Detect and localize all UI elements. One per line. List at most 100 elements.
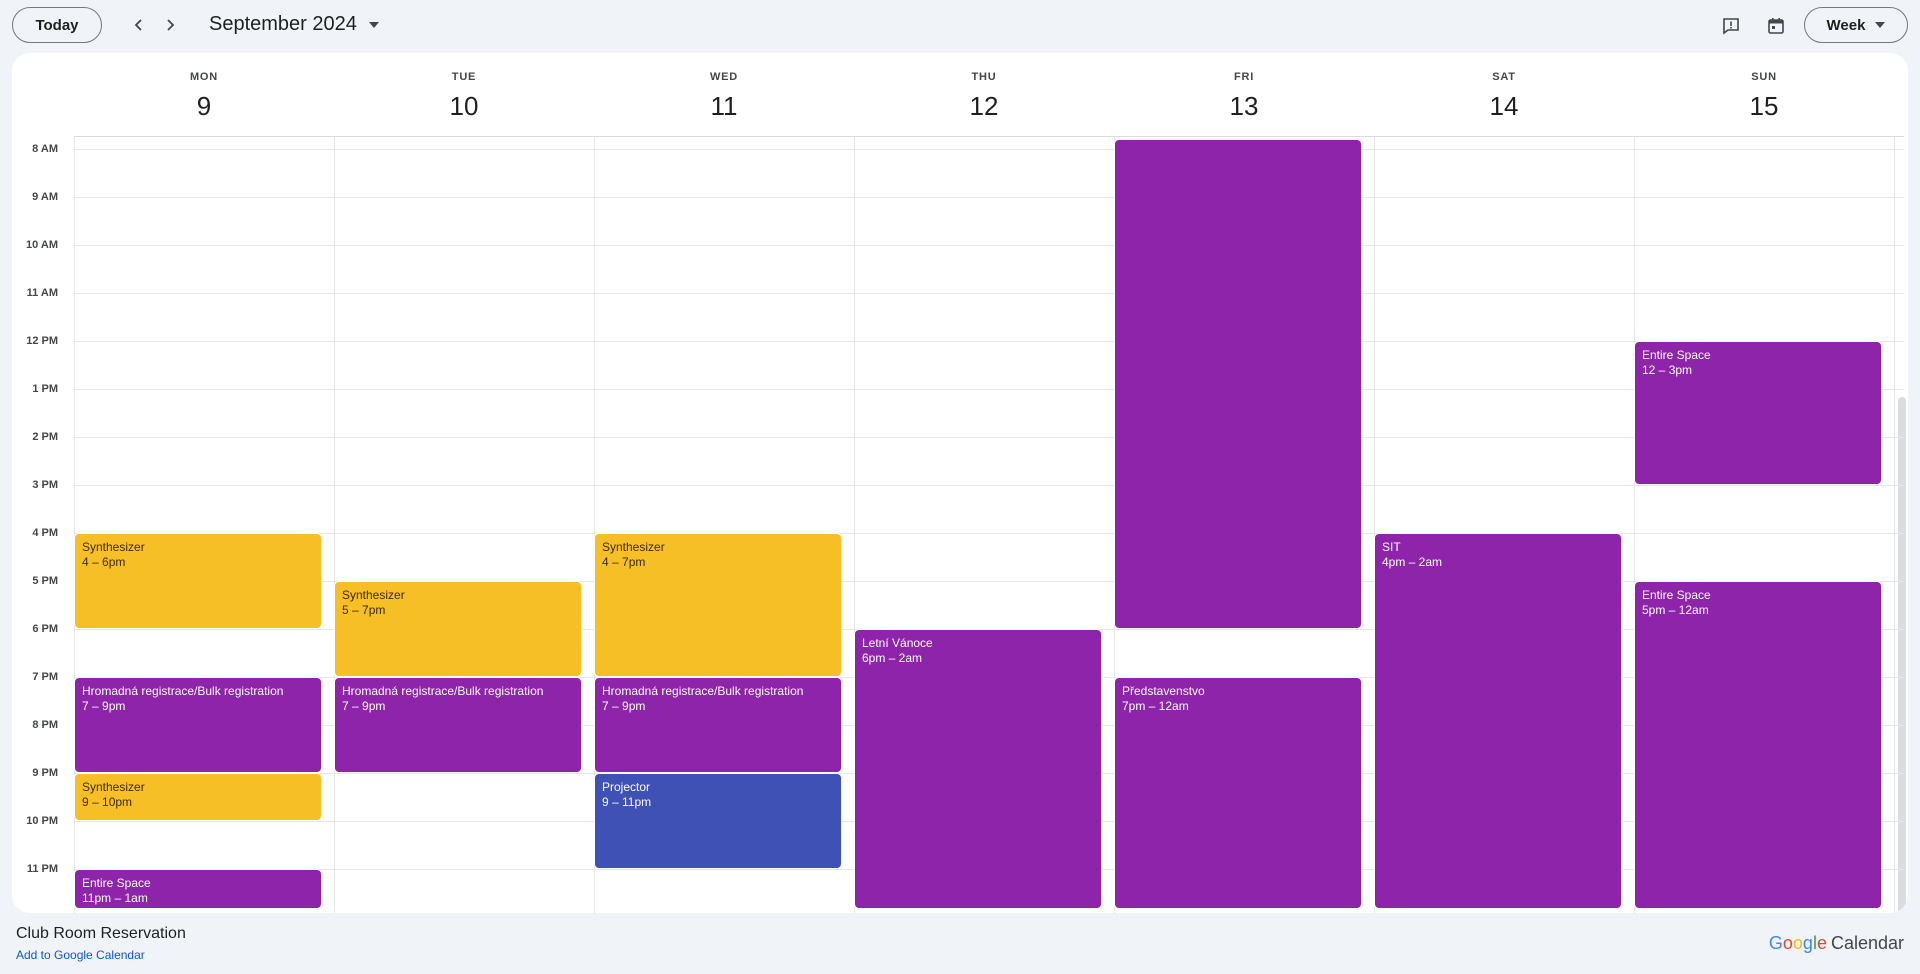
event-time: 5pm – 12am — [1642, 603, 1709, 617]
column-divider — [854, 137, 855, 913]
event-time: 5 – 7pm — [342, 603, 386, 617]
hour-label: 11 PM — [26, 863, 58, 875]
day-header-wed[interactable]: WED 11 — [594, 53, 854, 137]
hour-gridline — [74, 389, 1904, 390]
event-title: Letní Vánoce — [862, 636, 933, 650]
month-selector[interactable]: September 2024 — [209, 13, 379, 36]
calendar-event[interactable]: Synthesizer 4 – 7pm — [594, 533, 842, 677]
month-label: September 2024 — [209, 13, 357, 35]
event-time: 4 – 7pm — [602, 555, 646, 569]
day-name: FRI — [1233, 71, 1255, 83]
hour-label: 12 PM — [26, 335, 58, 347]
event-title: Hromadná registrace/Bulk registration — [82, 684, 284, 698]
feedback-icon[interactable] — [1715, 10, 1747, 42]
event-title: Entire Space — [1642, 348, 1711, 362]
column-divider — [1634, 137, 1635, 913]
time-grid[interactable]: 8 AM 9 AM 10 AM 11 AM 12 PM 1 PM 2 PM 3 PM 4 PM 5… — [12, 137, 1908, 913]
hour-gridline — [74, 341, 1904, 342]
calendar-panel: MON 9 TUE 10 WED 11 THU 12 FRI 13 SAT 14 SUN 15 8 AM 9… — [12, 53, 1908, 913]
hour-label: 5 PM — [32, 575, 58, 587]
hour-label: 2 PM — [32, 431, 58, 443]
top-toolbar: Today September 2024 Week — [0, 0, 1920, 52]
calendar-event[interactable]: Entire Space 11pm – 1am — [74, 869, 322, 909]
caret-down-icon — [1875, 22, 1886, 28]
hour-label: 6 PM — [32, 623, 58, 635]
event-title: Synthesizer — [342, 588, 405, 602]
calendar-event[interactable]: SIT 4pm – 2am — [1374, 533, 1622, 909]
day-header-tue[interactable]: TUE 10 — [334, 53, 594, 137]
calendar-event[interactable]: Hromadná registrace/Bulk registration 7 –… — [594, 677, 842, 773]
hour-label: 11 AM — [26, 287, 58, 299]
event-time: 7 – 9pm — [342, 699, 386, 713]
column-divider — [1374, 137, 1375, 913]
hour-gridline — [74, 581, 1904, 582]
calendar-event[interactable]: Představenstvo 7pm – 12am — [1114, 677, 1362, 909]
calendar-event[interactable] — [1114, 139, 1362, 629]
calendar-event[interactable]: Entire Space 5pm – 12am — [1634, 581, 1882, 909]
event-time: 7pm – 12am — [1122, 699, 1189, 713]
hour-label: 3 PM — [32, 479, 58, 491]
day-number[interactable]: 14 — [1489, 91, 1519, 121]
hour-gridline — [74, 533, 1904, 534]
event-time: 12 – 3pm — [1642, 363, 1693, 377]
hour-gridline — [74, 197, 1904, 198]
day-header-sat[interactable]: SAT 14 — [1374, 53, 1634, 137]
logo-google-word: Google — [1768, 933, 1827, 953]
event-title: Synthesizer — [82, 540, 145, 554]
add-to-google-calendar-link[interactable]: Add to Google Calendar — [16, 948, 145, 962]
google-calendar-logo[interactable]: Google Calendar — [1769, 933, 1904, 954]
view-label: Week — [1826, 16, 1866, 34]
day-number[interactable]: 10 — [449, 91, 479, 121]
event-time: 7 – 9pm — [602, 699, 646, 713]
chevron-right-icon[interactable] — [155, 10, 185, 40]
calendar-event[interactable]: Hromadná registrace/Bulk registration 7 –… — [74, 677, 322, 773]
event-title: SIT — [1382, 540, 1401, 554]
hour-label: 1 PM — [32, 383, 58, 395]
event-time: 6pm – 2am — [862, 651, 923, 665]
calendar-event[interactable]: Entire Space 12 – 3pm — [1634, 341, 1882, 485]
chevron-left-icon[interactable] — [124, 10, 154, 40]
column-divider — [74, 137, 75, 913]
hour-gridline — [74, 149, 1904, 150]
hour-label: 8 AM — [32, 143, 58, 155]
view-selector-button[interactable]: Week — [1804, 7, 1908, 43]
event-time: 11pm – 1am — [82, 891, 148, 905]
hour-label: 8 PM — [32, 719, 58, 731]
day-number[interactable]: 15 — [1749, 91, 1779, 121]
event-time: 7 – 9pm — [82, 699, 126, 713]
calendar-event[interactable]: Projector 9 – 11pm — [594, 773, 842, 869]
event-title: Projector — [602, 780, 651, 794]
calendar-event[interactable]: Synthesizer 9 – 10pm — [74, 773, 322, 821]
hour-gridline — [74, 485, 1904, 486]
event-title: Entire Space — [1642, 588, 1711, 602]
day-number[interactable]: 13 — [1229, 91, 1259, 121]
column-divider — [334, 137, 335, 913]
event-time: 4 – 6pm — [82, 555, 126, 569]
calendar-event[interactable]: Synthesizer 5 – 7pm — [334, 581, 582, 677]
calendar-event[interactable]: Letní Vánoce 6pm – 2am — [854, 629, 1102, 909]
event-title: Synthesizer — [602, 540, 665, 554]
hour-label: 9 AM — [32, 191, 58, 203]
hour-label: 10 AM — [26, 239, 58, 251]
caret-down-icon — [368, 21, 379, 28]
day-number[interactable]: 9 — [196, 91, 212, 121]
day-header-fri[interactable]: FRI 13 — [1114, 53, 1374, 137]
day-name: SAT — [1492, 71, 1516, 83]
day-header-mon[interactable]: MON 9 — [74, 53, 334, 137]
calendar-event[interactable]: Synthesizer 4 – 6pm — [74, 533, 322, 629]
scrollbar[interactable] — [1898, 397, 1906, 913]
event-time: 9 – 11pm — [602, 795, 652, 809]
day-header-sun[interactable]: SUN 15 — [1634, 53, 1894, 137]
hour-label: 10 PM — [26, 815, 58, 827]
event-time: 4pm – 2am — [1382, 555, 1443, 569]
day-header-thu[interactable]: THU 12 — [854, 53, 1114, 137]
calendar-icon[interactable] — [1760, 10, 1792, 42]
today-button[interactable]: Today — [12, 7, 102, 43]
day-name: WED — [709, 71, 739, 83]
day-number[interactable]: 11 — [710, 91, 738, 121]
hour-label: 9 PM — [32, 767, 58, 779]
day-name: SUN — [1751, 71, 1777, 83]
event-title: Představenstvo — [1122, 684, 1205, 698]
day-number[interactable]: 12 — [969, 91, 999, 121]
calendar-event[interactable]: Hromadná registrace/Bulk registration 7 –… — [334, 677, 582, 773]
